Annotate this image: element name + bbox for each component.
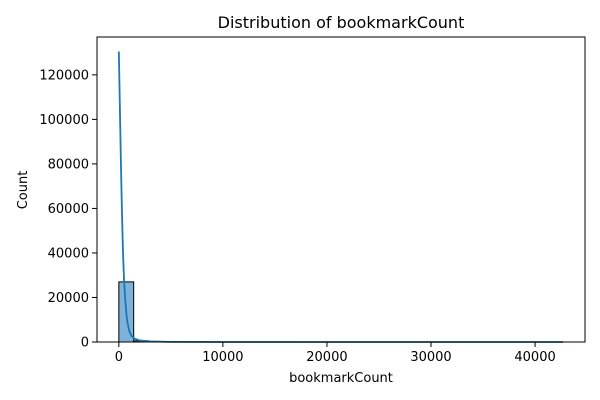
y-tick-label: 0: [81, 336, 89, 351]
plot-area: 0 10000 20000 30000 40000 0 20000 40000 60000 800…: [39, 36, 586, 365]
y-tick-label: 40000: [48, 246, 89, 261]
x-tick-label: 20000: [306, 350, 347, 365]
y-tick-label: 120000: [39, 68, 89, 83]
chart-title: Distribution of bookmarkCount: [218, 13, 465, 32]
y-tick-label: 100000: [39, 113, 89, 128]
kde-line: [117, 51, 564, 343]
y-tick-label: 80000: [48, 157, 89, 172]
x-tick-label: 30000: [410, 350, 451, 365]
x-tick-label: 0: [115, 350, 123, 365]
y-tick-label: 60000: [48, 202, 89, 217]
y-tick-label: 20000: [48, 291, 89, 306]
x-axis-label: bookmarkCount: [289, 371, 393, 386]
y-axis-label: Count: [16, 171, 31, 210]
x-tick-label: 10000: [202, 350, 243, 365]
x-tick-label: 40000: [514, 350, 555, 365]
axes-frame: [96, 36, 586, 343]
